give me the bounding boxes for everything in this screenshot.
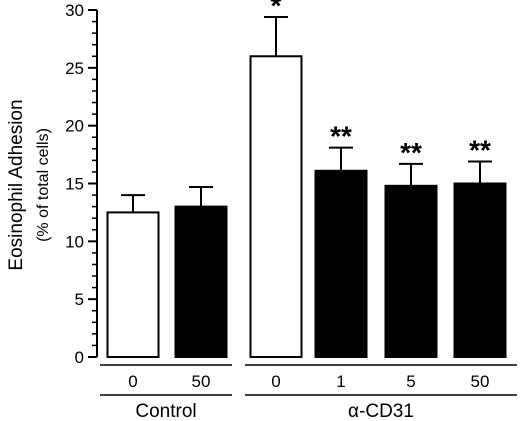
bar — [453, 182, 507, 358]
x-tick-label: 50 — [471, 372, 490, 391]
group-label: Control — [135, 401, 196, 421]
significance-label: ** — [469, 135, 491, 166]
y-tick-label: 0 — [75, 348, 84, 367]
y-axis-label: Eosinophil Adhesion — [6, 99, 27, 270]
bar — [174, 205, 228, 358]
y-tick-label: 10 — [65, 232, 84, 251]
x-tick-label: 50 — [192, 372, 211, 391]
y-axis-title: Eosinophil Adhesion (% of total cells) — [6, 99, 52, 270]
bar — [106, 211, 160, 358]
significance-label: * — [271, 0, 282, 21]
bar — [314, 169, 368, 358]
x-tick-label: 5 — [406, 372, 415, 391]
bar-group: ** — [453, 135, 507, 358]
bar-group: * — [249, 0, 303, 359]
significance-label: ** — [330, 121, 352, 152]
x-axis: Control α-CD31 0 50 0 1 5 50 — [100, 364, 517, 421]
y-tick-label: 25 — [65, 59, 84, 78]
x-tick-label: 0 — [271, 372, 280, 391]
bar-group: ** — [314, 121, 368, 358]
x-tick-label: 1 — [336, 372, 345, 391]
y-axis-sublabel: (% of total cells) — [35, 128, 52, 242]
bar-group: ** — [384, 137, 438, 358]
bar-group — [174, 185, 228, 358]
group-label: α-CD31 — [348, 401, 414, 421]
bar-group — [106, 194, 160, 358]
significance-label: ** — [400, 137, 422, 168]
bar — [384, 184, 438, 358]
x-tick-label: 0 — [128, 372, 137, 391]
bars: ***** ** — [106, 0, 507, 359]
y-tick-label: 15 — [65, 175, 84, 194]
y-tick-label: 20 — [65, 117, 84, 136]
y-axis: 0 5 10 15 20 25 30 — [65, 1, 98, 367]
y-tick-label: 5 — [75, 290, 84, 309]
y-tick-label: 30 — [65, 1, 84, 20]
bar — [249, 55, 303, 359]
